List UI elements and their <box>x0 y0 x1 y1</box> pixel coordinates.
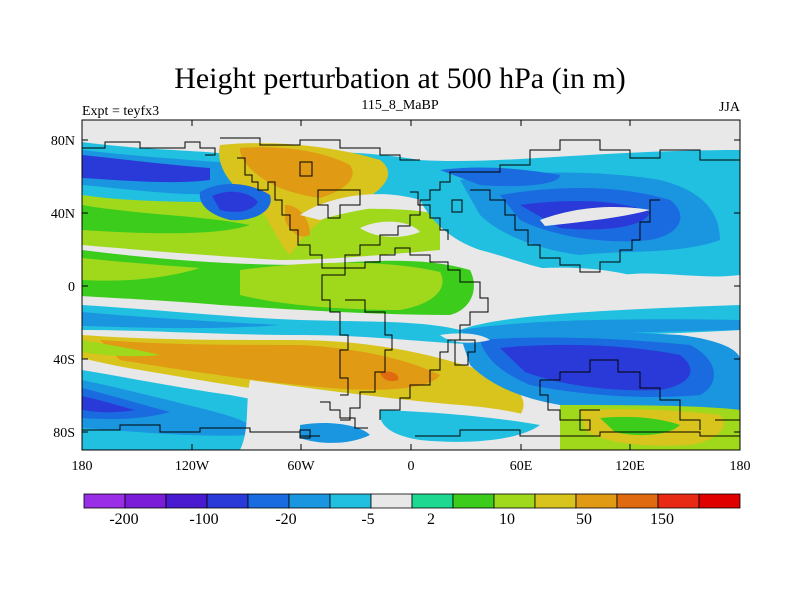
lon-tick-label: 120W <box>175 459 210 474</box>
colorbar-box <box>575 493 618 509</box>
colorbar-label: 150 <box>650 511 674 528</box>
colorbar-box <box>329 493 372 509</box>
lon-tick-label: 60E <box>510 459 533 474</box>
colorbar-box <box>534 493 577 509</box>
lat-tick-marks <box>82 139 740 433</box>
lat-tick-label: 40S <box>53 353 75 368</box>
colorbar-box <box>698 493 741 509</box>
lon-tick-label: 0 <box>408 459 415 474</box>
colorbar-label: 10 <box>499 511 515 528</box>
colorbar-labels: -200 -100 -20 -5 2 10 50 150 <box>109 511 674 528</box>
lat-tick-label: 80S <box>53 426 75 441</box>
lon-tick-labels: 180 120W 60W 0 60E 120E 180 <box>72 459 751 474</box>
colorbar-box <box>83 493 126 509</box>
colorbar-label: 2 <box>427 511 435 528</box>
lon-tick-marks <box>81 120 741 450</box>
lon-tick-label: 60W <box>287 459 315 474</box>
map-title: Height perturbation at 500 hPa (in m) <box>174 62 626 95</box>
colorbar-box <box>165 493 208 509</box>
coastline-outline <box>82 137 740 439</box>
colorbar-label: -5 <box>361 511 374 528</box>
colorbar <box>83 493 741 509</box>
colorbar-label: -100 <box>189 511 218 528</box>
lon-tick-label: 180 <box>72 459 93 474</box>
lat-tick-label: 80N <box>51 134 75 149</box>
season-label: JJA <box>718 100 740 115</box>
contour-field <box>82 120 740 450</box>
lat-tick-label: 40N <box>51 207 75 222</box>
colorbar-box <box>493 493 536 509</box>
colorbar-box <box>206 493 249 509</box>
lat-tick-labels: 80N 40N 0 40S 80S <box>51 134 75 441</box>
colorbar-box <box>247 493 290 509</box>
lon-tick-label: 120E <box>615 459 645 474</box>
colorbar-box <box>288 493 331 509</box>
time-label: 115_8_MaBP <box>361 98 439 113</box>
colorbar-box <box>452 493 495 509</box>
colorbar-label: 50 <box>576 511 592 528</box>
colorbar-box <box>657 493 700 509</box>
lon-tick-label: 180 <box>730 459 751 474</box>
colorbar-box <box>370 493 413 509</box>
experiment-label: Expt = teyfx3 <box>82 104 160 119</box>
lat-tick-label: 0 <box>68 280 75 295</box>
colorbar-label: -200 <box>109 511 138 528</box>
colorbar-box <box>616 493 659 509</box>
colorbar-box <box>124 493 167 509</box>
colorbar-label: -20 <box>275 511 296 528</box>
colorbar-box <box>411 493 454 509</box>
